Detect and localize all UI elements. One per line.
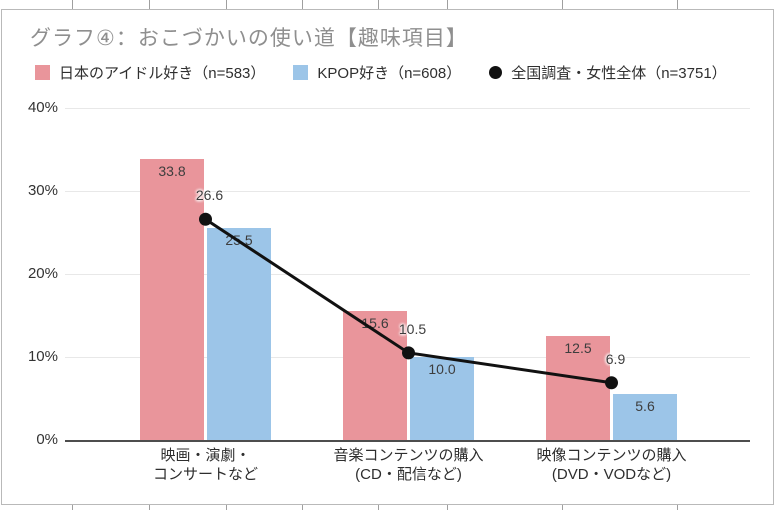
grid-tick bbox=[302, 505, 303, 510]
grid-tick bbox=[677, 505, 678, 510]
line-value-label: 26.6 bbox=[195, 187, 224, 204]
legend-item-2: 全国調査・女性全体（n=3751） bbox=[489, 62, 727, 83]
legend-marker-circle bbox=[489, 65, 503, 79]
gridline-30 bbox=[65, 191, 750, 192]
y-axis-tick-label: 20% bbox=[27, 265, 58, 282]
bar-value-label: 25.5 bbox=[225, 232, 253, 249]
grid-tick bbox=[72, 505, 73, 510]
bar-value-label: 5.6 bbox=[635, 397, 655, 414]
legend-item-label: 日本のアイドル好き（n=583） bbox=[59, 64, 266, 82]
grid-tick bbox=[302, 0, 303, 9]
grid-tick bbox=[677, 0, 678, 9]
line-value-label: 10.5 bbox=[398, 320, 427, 337]
grid-tick bbox=[226, 505, 227, 510]
grid-tick bbox=[72, 0, 73, 9]
grid-tick bbox=[149, 505, 150, 510]
legend-marker-square bbox=[35, 64, 50, 80]
y-axis-tick-label: 0% bbox=[36, 431, 58, 448]
x-axis-category-label: 音楽コンテンツの購入 (CD・配信など) bbox=[333, 447, 484, 483]
bar-kpop-fans bbox=[207, 228, 271, 440]
chart-legend: 日本のアイドル好き（n=583） KPOP好き（n=608） 全国調査・女性全体（n… bbox=[35, 62, 727, 82]
grid-tick bbox=[447, 0, 448, 9]
bar-value-label: 33.8 bbox=[158, 163, 186, 180]
x-axis-line bbox=[65, 440, 750, 442]
x-axis-category-label: 映像コンテンツの購入 (DVD・VODなど) bbox=[536, 447, 687, 483]
grid-tick bbox=[562, 0, 563, 9]
grid-tick bbox=[378, 505, 379, 510]
legend-item-1: KPOP好き（n=608） bbox=[293, 62, 461, 83]
y-axis-tick-label: 30% bbox=[27, 182, 58, 199]
chart-title: グラフ④：おこづかいの使い道【趣味項目】 bbox=[30, 27, 468, 50]
line-value-label: 6.9 bbox=[605, 350, 626, 367]
y-axis-tick-label: 40% bbox=[27, 99, 58, 116]
legend-item-label: 全国調査・女性全体（n=3751） bbox=[511, 64, 727, 82]
bar-value-label: 10.0 bbox=[428, 361, 456, 377]
grid-tick bbox=[447, 505, 448, 510]
grid-tick bbox=[226, 0, 227, 9]
gridline-40 bbox=[65, 108, 750, 109]
legend-marker-square bbox=[293, 64, 309, 80]
bar-kpop-fans bbox=[613, 393, 677, 440]
bar-idol-fans bbox=[140, 159, 204, 440]
legend-item-0: 日本のアイドル好き（n=583） bbox=[35, 62, 265, 83]
y-axis-tick-label: 10% bbox=[27, 348, 58, 365]
grid-tick bbox=[562, 505, 563, 510]
grid-tick bbox=[149, 0, 150, 9]
x-axis-category-label: 映画・演劇・ コンサートなど bbox=[152, 447, 258, 483]
legend-item-label: KPOP好き（n=608） bbox=[317, 64, 462, 82]
grid-tick bbox=[378, 0, 379, 9]
